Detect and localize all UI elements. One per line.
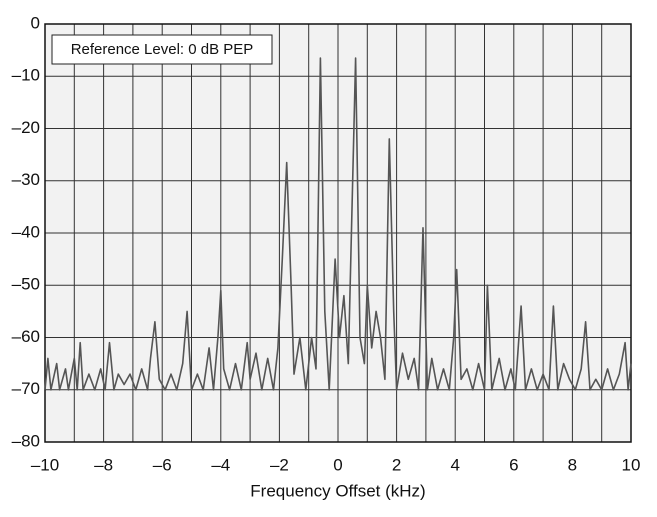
x-tick-label: –2 — [270, 455, 289, 474]
x-tick-label: 8 — [568, 455, 577, 474]
x-tick-label: 6 — [509, 455, 518, 474]
x-tick-label: –6 — [153, 455, 172, 474]
annotation: Reference Level: 0 dB PEP — [71, 41, 254, 58]
y-tick-label: –50 — [12, 275, 40, 294]
x-tick-label: –8 — [94, 455, 113, 474]
x-tick-label: –10 — [31, 455, 59, 474]
y-tick-label: –10 — [12, 66, 40, 85]
y-tick-label: –60 — [12, 327, 40, 346]
x-tick-label: 4 — [450, 455, 459, 474]
x-tick-label: –4 — [211, 455, 230, 474]
spectrum-line — [44, 57, 632, 391]
x-tick-label: 0 — [333, 455, 342, 474]
annotation-box — [51, 34, 273, 65]
plot-border — [44, 23, 632, 443]
y-tick-label: –30 — [12, 170, 40, 189]
x-axis-title: Frequency Offset (kHz) — [250, 481, 425, 500]
y-tick-label: –70 — [12, 379, 40, 398]
y-tick-label: –80 — [12, 431, 40, 450]
y-tick-label: –20 — [12, 118, 40, 137]
y-tick-label: –40 — [12, 222, 40, 241]
x-tick-label: 10 — [622, 455, 641, 474]
x-tick-label: 2 — [392, 455, 401, 474]
y-tick-label: 0 — [31, 13, 40, 32]
